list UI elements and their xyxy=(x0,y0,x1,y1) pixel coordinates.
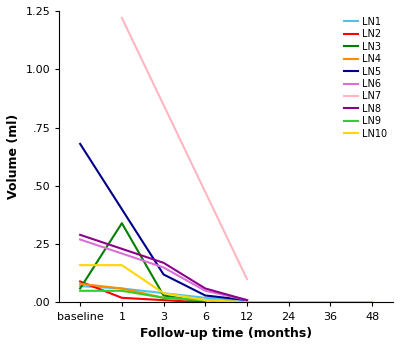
LN9 xyxy=(286,301,291,305)
LN3 xyxy=(161,294,166,298)
LN6 xyxy=(203,289,208,293)
LN9 xyxy=(245,301,250,305)
LN9 xyxy=(370,301,374,305)
LN4 xyxy=(120,286,124,290)
LN10 xyxy=(286,301,291,305)
LN3 xyxy=(203,301,208,305)
Line: LN3: LN3 xyxy=(80,223,205,303)
LN6 xyxy=(161,265,166,270)
X-axis label: Follow-up time (months): Follow-up time (months) xyxy=(140,327,312,340)
Line: LN4: LN4 xyxy=(80,284,247,303)
LN8 xyxy=(161,261,166,265)
LN5 xyxy=(203,294,208,298)
Line: LN8: LN8 xyxy=(80,235,247,300)
Line: LN9: LN9 xyxy=(80,291,372,303)
Line: LN2: LN2 xyxy=(80,281,205,303)
LN8 xyxy=(78,233,82,237)
LN1 xyxy=(78,284,82,288)
LN5 xyxy=(245,298,250,302)
LN9 xyxy=(120,289,124,293)
LN6 xyxy=(78,237,82,242)
LN9 xyxy=(328,301,333,305)
LN10 xyxy=(78,263,82,267)
Line: LN10: LN10 xyxy=(80,265,372,303)
LN4 xyxy=(203,298,208,302)
LN1 xyxy=(245,298,250,302)
Line: LN5: LN5 xyxy=(80,144,247,300)
LN3 xyxy=(78,286,82,290)
Line: LN6: LN6 xyxy=(80,239,247,300)
LN1 xyxy=(161,291,166,295)
LN9 xyxy=(203,298,208,302)
LN4 xyxy=(78,282,82,286)
LN10 xyxy=(328,301,333,305)
LN9 xyxy=(78,289,82,293)
LN10 xyxy=(161,291,166,295)
LN10 xyxy=(370,301,374,305)
LN6 xyxy=(245,298,250,302)
LN8 xyxy=(203,286,208,290)
Line: LN1: LN1 xyxy=(80,286,247,300)
LN10 xyxy=(245,301,250,305)
LN3 xyxy=(120,221,124,225)
LN9 xyxy=(161,296,166,300)
LN2 xyxy=(120,296,124,300)
LN8 xyxy=(245,298,250,302)
LN4 xyxy=(245,301,250,305)
LN2 xyxy=(161,298,166,302)
LN4 xyxy=(161,296,166,300)
Y-axis label: Volume (ml): Volume (ml) xyxy=(7,114,20,199)
LN5 xyxy=(161,272,166,277)
LN10 xyxy=(203,298,208,302)
LN10 xyxy=(120,263,124,267)
LN1 xyxy=(120,286,124,290)
LN2 xyxy=(203,301,208,305)
LN5 xyxy=(78,142,82,146)
Legend: LN1, LN2, LN3, LN4, LN5, LN6, LN7, LN8, LN9, LN10: LN1, LN2, LN3, LN4, LN5, LN6, LN7, LN8, … xyxy=(340,13,391,143)
LN2 xyxy=(78,279,82,283)
LN1 xyxy=(203,296,208,300)
